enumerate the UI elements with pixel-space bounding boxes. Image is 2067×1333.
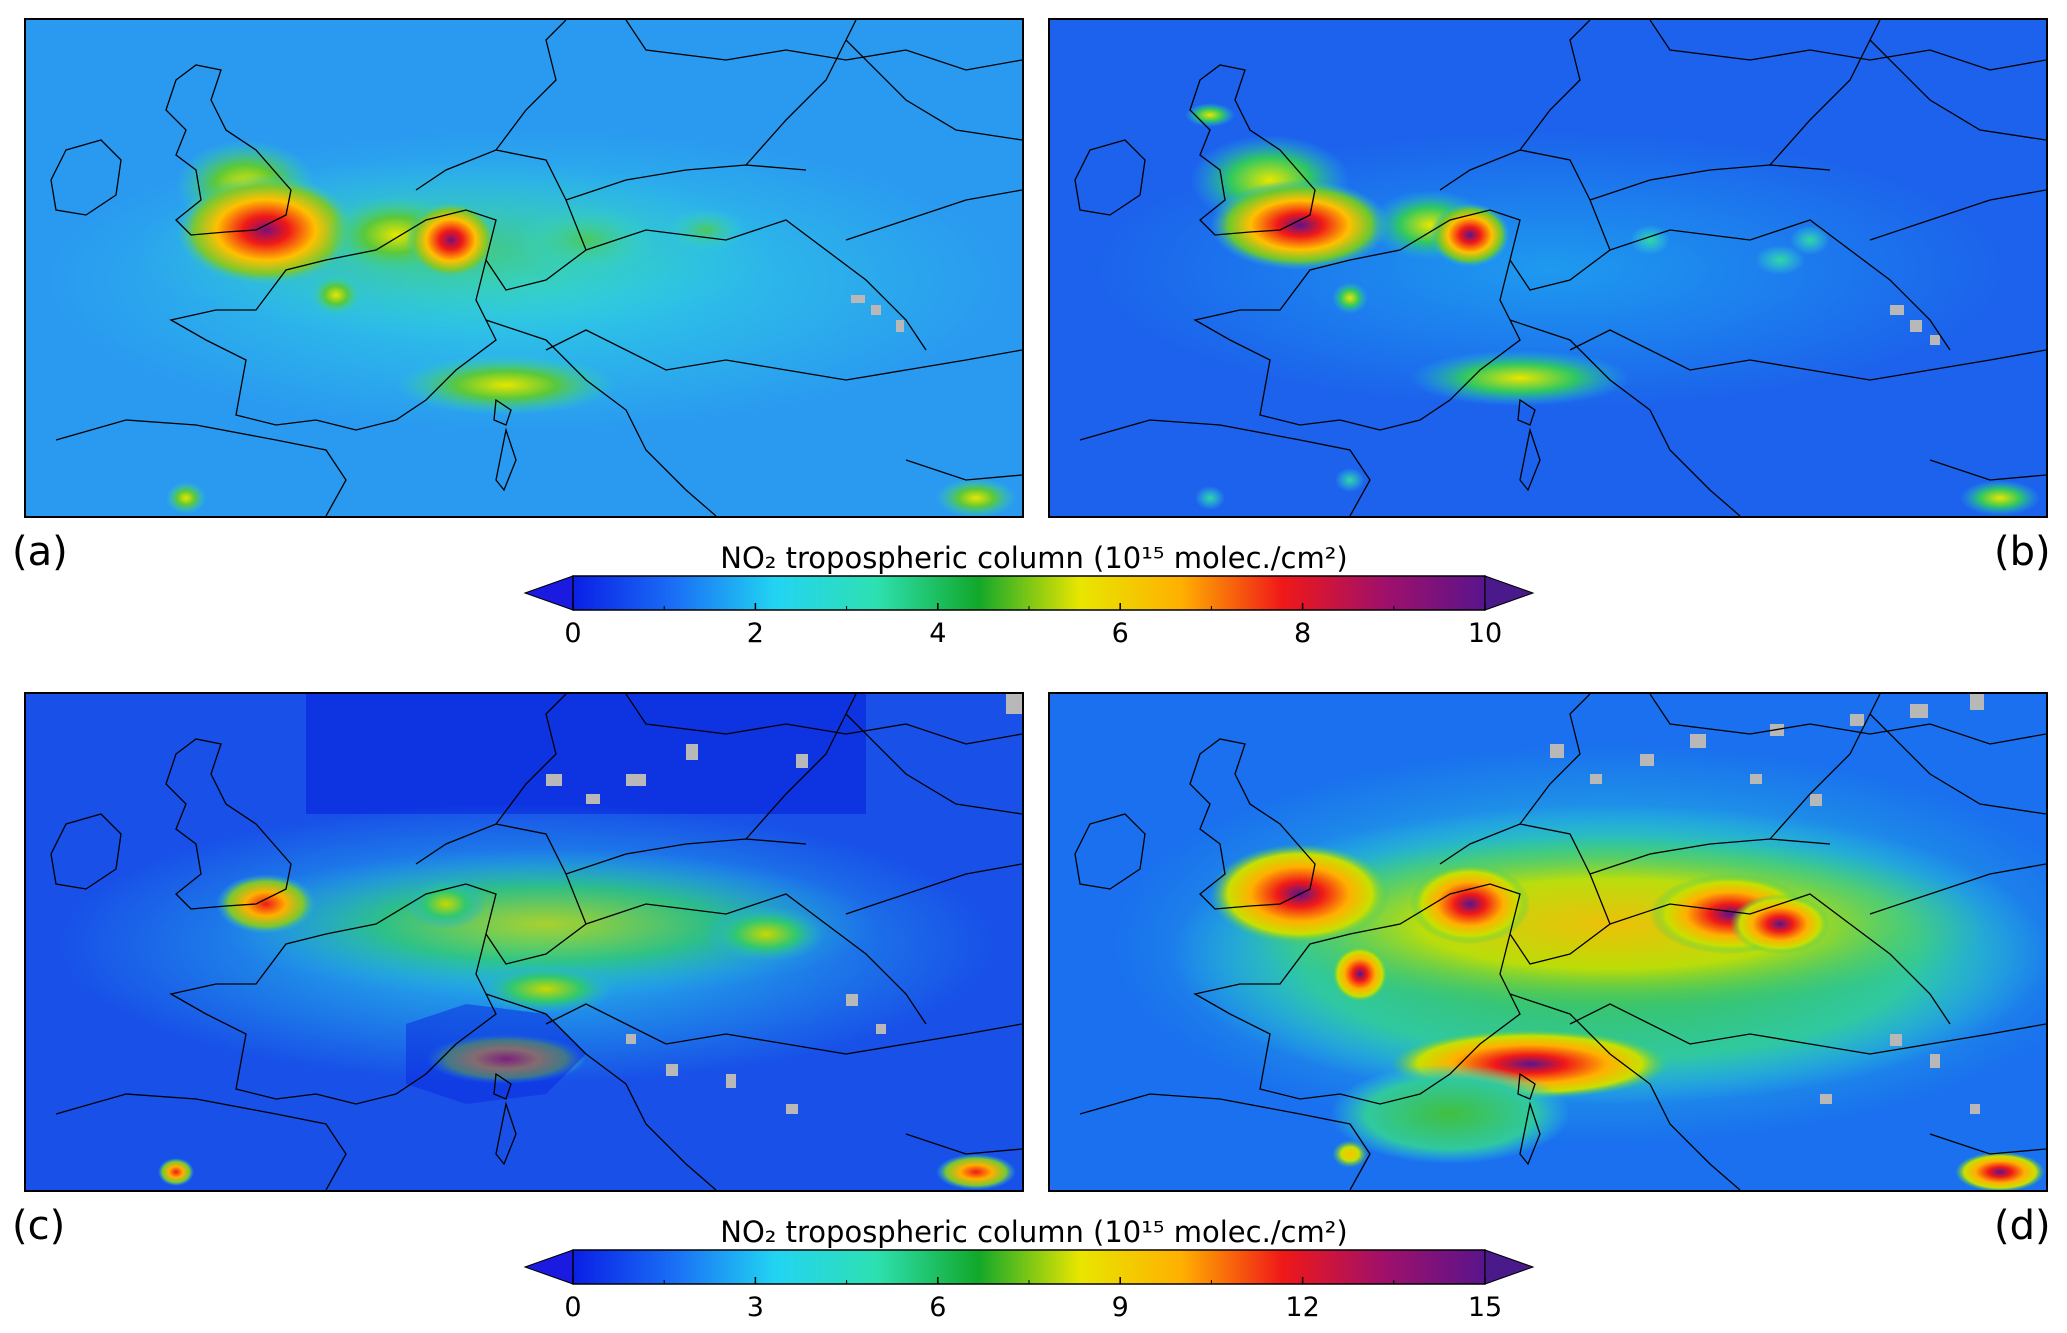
colorbar-tick-label: 15: [1468, 1292, 1502, 1323]
panel-label-b: (b): [1994, 529, 2051, 575]
colorbar-tick-label: 8: [1294, 618, 1311, 649]
colorbar-over-arrow: [1484, 575, 1535, 611]
colorbar-top: 0 2 4 6 8 10: [523, 575, 1545, 656]
colorbar-ramp: [572, 1249, 1486, 1285]
colorbar-tick-label: 6: [1112, 618, 1129, 649]
colorbar-title-top: NO₂ tropospheric column (10¹⁵ molec./cm²…: [720, 541, 1348, 575]
map-panel-d: [1048, 692, 2048, 1192]
panel-label-c: (c): [12, 1203, 66, 1249]
colorbar-bottom: 0 3 6 9 12 15: [523, 1249, 1545, 1330]
colorbar-tick-label: 0: [564, 1292, 581, 1323]
colorbar-ramp: [572, 575, 1486, 611]
colorbar-over-arrow: [1484, 1249, 1535, 1285]
colorbar-tick-label: 2: [747, 618, 764, 649]
map-panel-c: [24, 692, 1024, 1192]
colorbar-tick-label: 9: [1112, 1292, 1129, 1323]
colorbar-tick-label: 0: [564, 618, 581, 649]
colorbar-under-arrow: [523, 575, 574, 611]
map-panel-b: [1048, 18, 2048, 518]
panel-label-d: (d): [1994, 1203, 2051, 1249]
panel-label-a: (a): [12, 529, 68, 575]
colorbar-bottom-svg: 0 3 6 9 12 15: [523, 1249, 1535, 1323]
colorbar-under-arrow: [523, 1249, 574, 1285]
colorbar-top-svg: 0 2 4 6 8 10: [523, 575, 1535, 649]
colorbar-tick-label: 3: [747, 1292, 764, 1323]
colorbar-bottom-ticks: 0 3 6 9 12 15: [564, 1277, 1502, 1323]
map-panel-a: [24, 18, 1024, 518]
colorbar-tick-label: 6: [929, 1292, 946, 1323]
colorbar-top-ticks: 0 2 4 6 8 10: [564, 603, 1502, 649]
colorbar-tick-label: 4: [929, 618, 946, 649]
colorbar-tick-label: 12: [1285, 1292, 1319, 1323]
colorbar-tick-label: 10: [1468, 618, 1502, 649]
colorbar-title-bottom: NO₂ tropospheric column (10¹⁵ molec./cm²…: [720, 1215, 1348, 1249]
